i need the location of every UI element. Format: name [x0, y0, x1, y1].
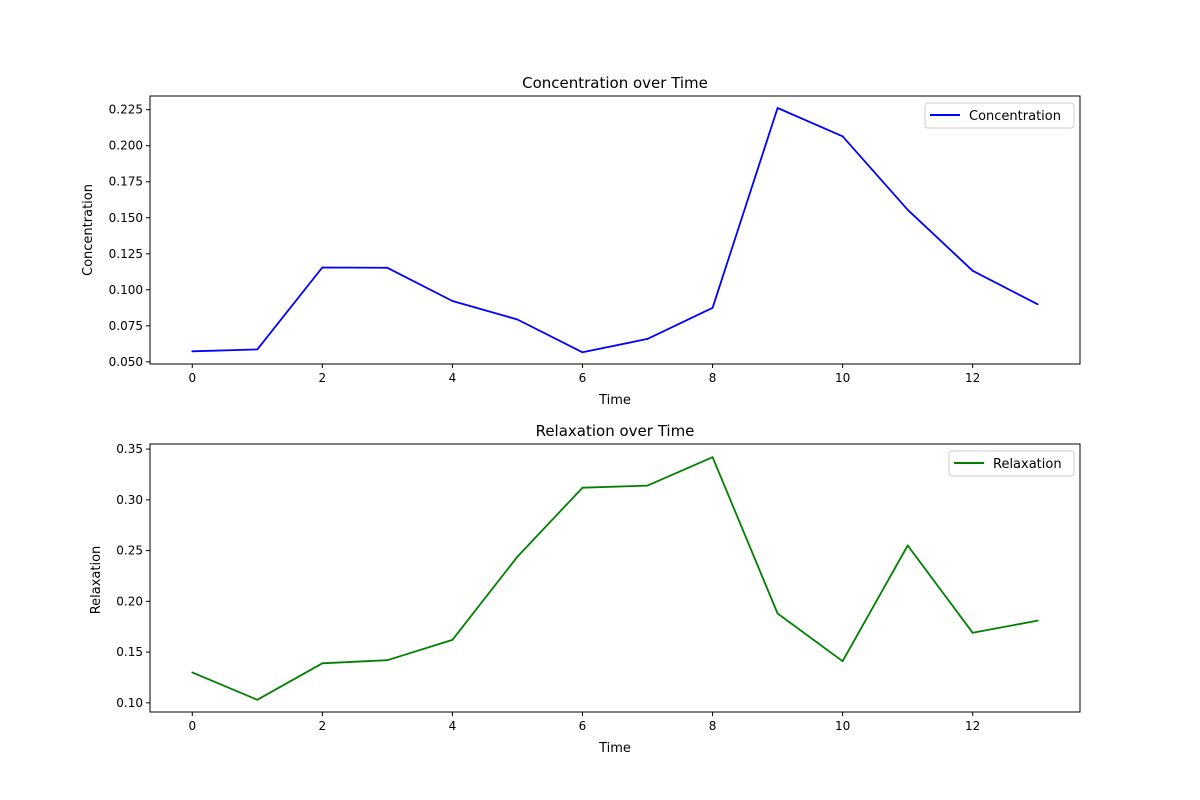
- concentration-y-tick-label: 0.175: [109, 175, 143, 189]
- relaxation-x-tick-label: 0: [188, 719, 196, 733]
- concentration-x-tick-label: 0: [188, 371, 196, 385]
- relaxation-y-tick-label: 0.20: [116, 594, 143, 608]
- concentration-series-line: [192, 107, 1039, 354]
- concentration-x-axis-label: Time: [598, 393, 631, 408]
- relaxation-x-tick-label: 10: [835, 719, 850, 733]
- relaxation-data-point: [451, 639, 454, 641]
- relaxation-y-axis-label: Relaxation: [89, 546, 104, 615]
- concentration-chart-title: Concentration over Time: [522, 74, 708, 92]
- relaxation-y-tick-label: 0.10: [116, 696, 143, 710]
- concentration-x-tick-label: 4: [449, 371, 457, 385]
- concentration-data-point: [841, 135, 844, 138]
- relaxation-data-point: [841, 660, 844, 663]
- concentration-data-point: [451, 300, 454, 302]
- concentration-data-point: [386, 266, 389, 269]
- relaxation-x-tick-label: 12: [965, 719, 980, 733]
- concentration-data-point: [646, 338, 649, 340]
- concentration-data-point: [256, 348, 259, 351]
- concentration-data-point: [516, 318, 519, 321]
- relaxation-chart-title: Relaxation over Time: [536, 422, 695, 440]
- concentration-data-point: [776, 107, 779, 109]
- relaxation-data-point: [321, 662, 324, 665]
- concentration-data-point: [581, 351, 584, 354]
- concentration-x-tick-label: 6: [579, 371, 587, 385]
- relaxation-data-point: [971, 631, 974, 634]
- relaxation-x-axis-label: Time: [598, 741, 631, 756]
- concentration-series-lines: [191, 107, 1039, 354]
- concentration-data-point: [191, 350, 194, 353]
- concentration-x-tick-label: 8: [709, 371, 717, 385]
- relaxation-chart: Relaxation over Time Time Relaxation 0 2 4…: [89, 422, 1081, 756]
- concentration-x-tick-label: 10: [835, 371, 850, 385]
- relaxation-y-tick-label: 0.30: [116, 493, 143, 507]
- concentration-y-tick-label: 0.200: [109, 139, 143, 153]
- concentration-ticks: 0 2 4 6 8 10 12 0.050 0.075 0.100 0.125 0.150 0.175 0…: [109, 103, 981, 385]
- concentration-data-point: [971, 269, 974, 272]
- relaxation-plot-frame: [149, 443, 1081, 713]
- relaxation-data-point: [386, 659, 389, 662]
- relaxation-x-tick-label: 4: [449, 719, 457, 733]
- concentration-data-point: [321, 266, 324, 269]
- relaxation-data-point: [646, 484, 649, 487]
- relaxation-data-point: [776, 612, 779, 615]
- concentration-x-tick-label: 2: [319, 371, 327, 385]
- relaxation-data-point: [711, 456, 714, 459]
- relaxation-data-point: [256, 698, 259, 701]
- relaxation-y-tick-label: 0.15: [116, 645, 143, 659]
- relaxation-legend-box: [948, 450, 1075, 477]
- concentration-legend-label: Concentration: [969, 109, 1061, 124]
- concentration-y-tick-label: 0.050: [109, 355, 143, 369]
- relaxation-y-tick-label: 0.35: [116, 442, 143, 456]
- relaxation-series-lines: [191, 456, 1039, 701]
- concentration-data-point: [906, 208, 909, 211]
- concentration-chart: Concentration over Time Time Concentrati…: [81, 74, 1081, 408]
- concentration-x-tick-label: 12: [965, 371, 980, 385]
- concentration-y-axis-label: Concentration: [81, 184, 96, 276]
- relaxation-x-tick-label: 8: [709, 719, 717, 733]
- relaxation-data-point: [906, 544, 909, 547]
- concentration-y-tick-label: 0.075: [109, 319, 143, 333]
- relaxation-ticks: 0 2 4 6 8 10 12 0.10 0.15 0.20 0.25 0.30 0.35: [116, 442, 980, 733]
- concentration-data-point: [711, 306, 714, 309]
- concentration-y-tick-label: 0.125: [109, 247, 143, 261]
- concentration-legend-box: [924, 102, 1075, 129]
- concentration-y-tick-label: 0.225: [109, 103, 143, 117]
- concentration-legend: Concentration: [924, 102, 1075, 129]
- concentration-y-tick-label: 0.100: [109, 283, 143, 297]
- relaxation-data-point: [516, 555, 519, 558]
- relaxation-data-point: [191, 671, 194, 674]
- relaxation-legend: Relaxation: [948, 450, 1075, 477]
- concentration-plot-frame: [149, 95, 1081, 365]
- relaxation-data-point: [1036, 619, 1039, 622]
- relaxation-x-tick-label: 6: [579, 719, 587, 733]
- relaxation-data-point: [581, 486, 584, 489]
- relaxation-legend-label: Relaxation: [993, 457, 1062, 472]
- relaxation-y-tick-label: 0.25: [116, 544, 143, 558]
- relaxation-x-tick-label: 2: [319, 719, 327, 733]
- concentration-y-tick-label: 0.150: [109, 211, 143, 225]
- relaxation-series-line: [191, 456, 1038, 701]
- concentration-data-point: [1036, 303, 1039, 306]
